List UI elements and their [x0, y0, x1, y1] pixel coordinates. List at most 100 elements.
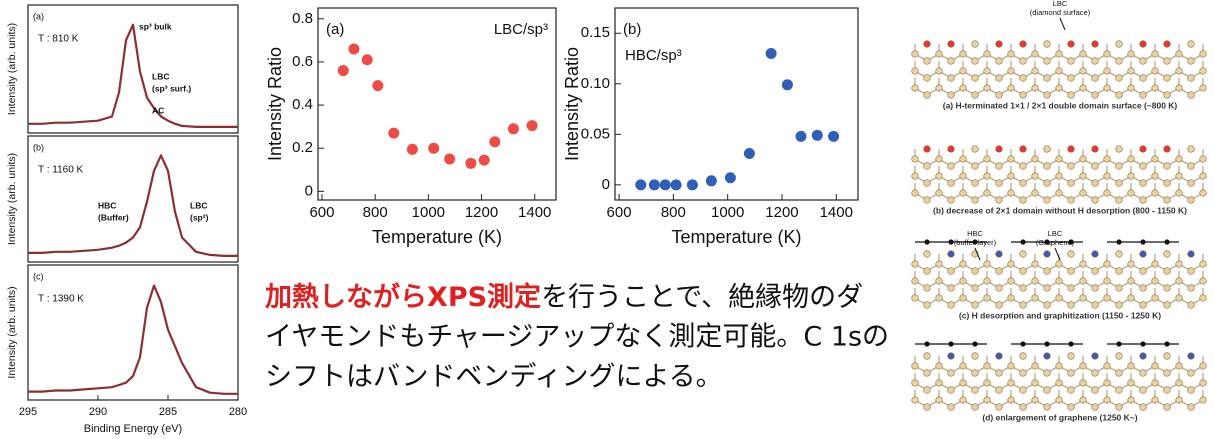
- lattice-diagrams: (a) H-terminated 1×1 / 2×1 double domain…: [912, 0, 1207, 422]
- atom: [912, 261, 919, 268]
- atom: [1140, 251, 1147, 258]
- atom: [1188, 163, 1195, 170]
- atom: [1020, 353, 1027, 360]
- atom: [1200, 363, 1207, 370]
- atom: [1116, 251, 1123, 258]
- graphene-atom: [972, 341, 977, 346]
- atom: [912, 190, 919, 197]
- x-tick-label: 295: [19, 406, 37, 418]
- panel-label: (b): [33, 142, 44, 152]
- atom: [1116, 404, 1123, 411]
- atom: [936, 51, 943, 58]
- atom: [1044, 285, 1051, 292]
- atom: [1092, 353, 1099, 360]
- atom: [1044, 302, 1051, 309]
- atom: [1164, 404, 1171, 411]
- panel-label: (c): [33, 271, 44, 281]
- graphene-atom: [1140, 239, 1145, 244]
- atom: [1020, 404, 1027, 411]
- atom: [996, 197, 1003, 204]
- atom: [1068, 387, 1075, 394]
- atom: [1044, 404, 1051, 411]
- atom: [948, 285, 955, 292]
- atom: [1176, 295, 1183, 302]
- figure: 加熱しながらXPS測定を行うことで、絶縁物のダ イヤモンドもチャージアップなく測…: [0, 0, 1215, 439]
- atom: [996, 268, 1003, 275]
- atom: [912, 397, 919, 404]
- atom: [1188, 146, 1195, 153]
- data-point: [527, 120, 538, 131]
- atom: [1104, 190, 1111, 197]
- data-point: [338, 65, 349, 76]
- atom: [1044, 163, 1051, 170]
- atom: [1044, 353, 1051, 360]
- atom: [1032, 173, 1039, 180]
- annotation: LBC/sp³: [494, 21, 548, 38]
- y-axis-label: Intensity Ratio: [265, 47, 285, 161]
- x-tick-label: 285: [159, 406, 177, 418]
- graphene-atom: [1020, 239, 1025, 244]
- atom: [1032, 363, 1039, 370]
- atom: [996, 251, 1003, 258]
- x-tick-label: 1400: [518, 204, 551, 221]
- atom: [1068, 58, 1075, 65]
- atom: [960, 190, 967, 197]
- atom: [948, 41, 955, 48]
- graphene-atom: [1020, 341, 1025, 346]
- panel-frame: [28, 136, 238, 262]
- atom: [1044, 92, 1051, 99]
- atom: [1056, 261, 1063, 268]
- atom: [972, 75, 979, 82]
- atom: [1152, 173, 1159, 180]
- atom: [1200, 68, 1207, 75]
- y-axis-label: Intensity (arb. units): [6, 23, 18, 115]
- atom: [1092, 197, 1099, 204]
- graphene-atom: [1116, 239, 1121, 244]
- atom: [996, 163, 1003, 170]
- atom: [1140, 387, 1147, 394]
- atom: [1008, 278, 1015, 285]
- atom: [1188, 387, 1195, 394]
- atom: [960, 397, 967, 404]
- atom: [1032, 397, 1039, 404]
- atom: [924, 146, 931, 153]
- atom: [984, 261, 991, 268]
- atom: [1044, 180, 1051, 187]
- peak-annotation: LBC: [152, 71, 169, 81]
- atom: [1104, 295, 1111, 302]
- atom: [1140, 41, 1147, 48]
- atom: [1176, 68, 1183, 75]
- atom: [1008, 363, 1015, 370]
- atom: [984, 156, 991, 163]
- atom: [1020, 197, 1027, 204]
- atom: [1092, 285, 1099, 292]
- atom: [996, 302, 1003, 309]
- atom: [936, 261, 943, 268]
- atom: [1104, 68, 1111, 75]
- data-point: [635, 179, 646, 190]
- atom: [948, 268, 955, 275]
- atom: [1152, 261, 1159, 268]
- atom: [1140, 75, 1147, 82]
- atom: [972, 41, 979, 48]
- y-tick-label: 0: [602, 176, 610, 193]
- atom: [1140, 268, 1147, 275]
- atom: [972, 268, 979, 275]
- atom: [1092, 251, 1099, 258]
- atom: [1092, 268, 1099, 275]
- atom: [1164, 163, 1171, 170]
- atom: [972, 163, 979, 170]
- y-tick-label: 0.2: [292, 139, 313, 156]
- atom: [1140, 197, 1147, 204]
- diagram-label: HBC: [967, 229, 983, 238]
- atom: [996, 41, 1003, 48]
- peak-annotation: (Buffer): [98, 212, 129, 222]
- atom: [1056, 51, 1063, 58]
- atom: [1008, 173, 1015, 180]
- atom: [1188, 268, 1195, 275]
- atom: [1068, 180, 1075, 187]
- atom: [960, 51, 967, 58]
- data-point: [828, 131, 839, 142]
- atom: [1020, 268, 1027, 275]
- atom: [1140, 92, 1147, 99]
